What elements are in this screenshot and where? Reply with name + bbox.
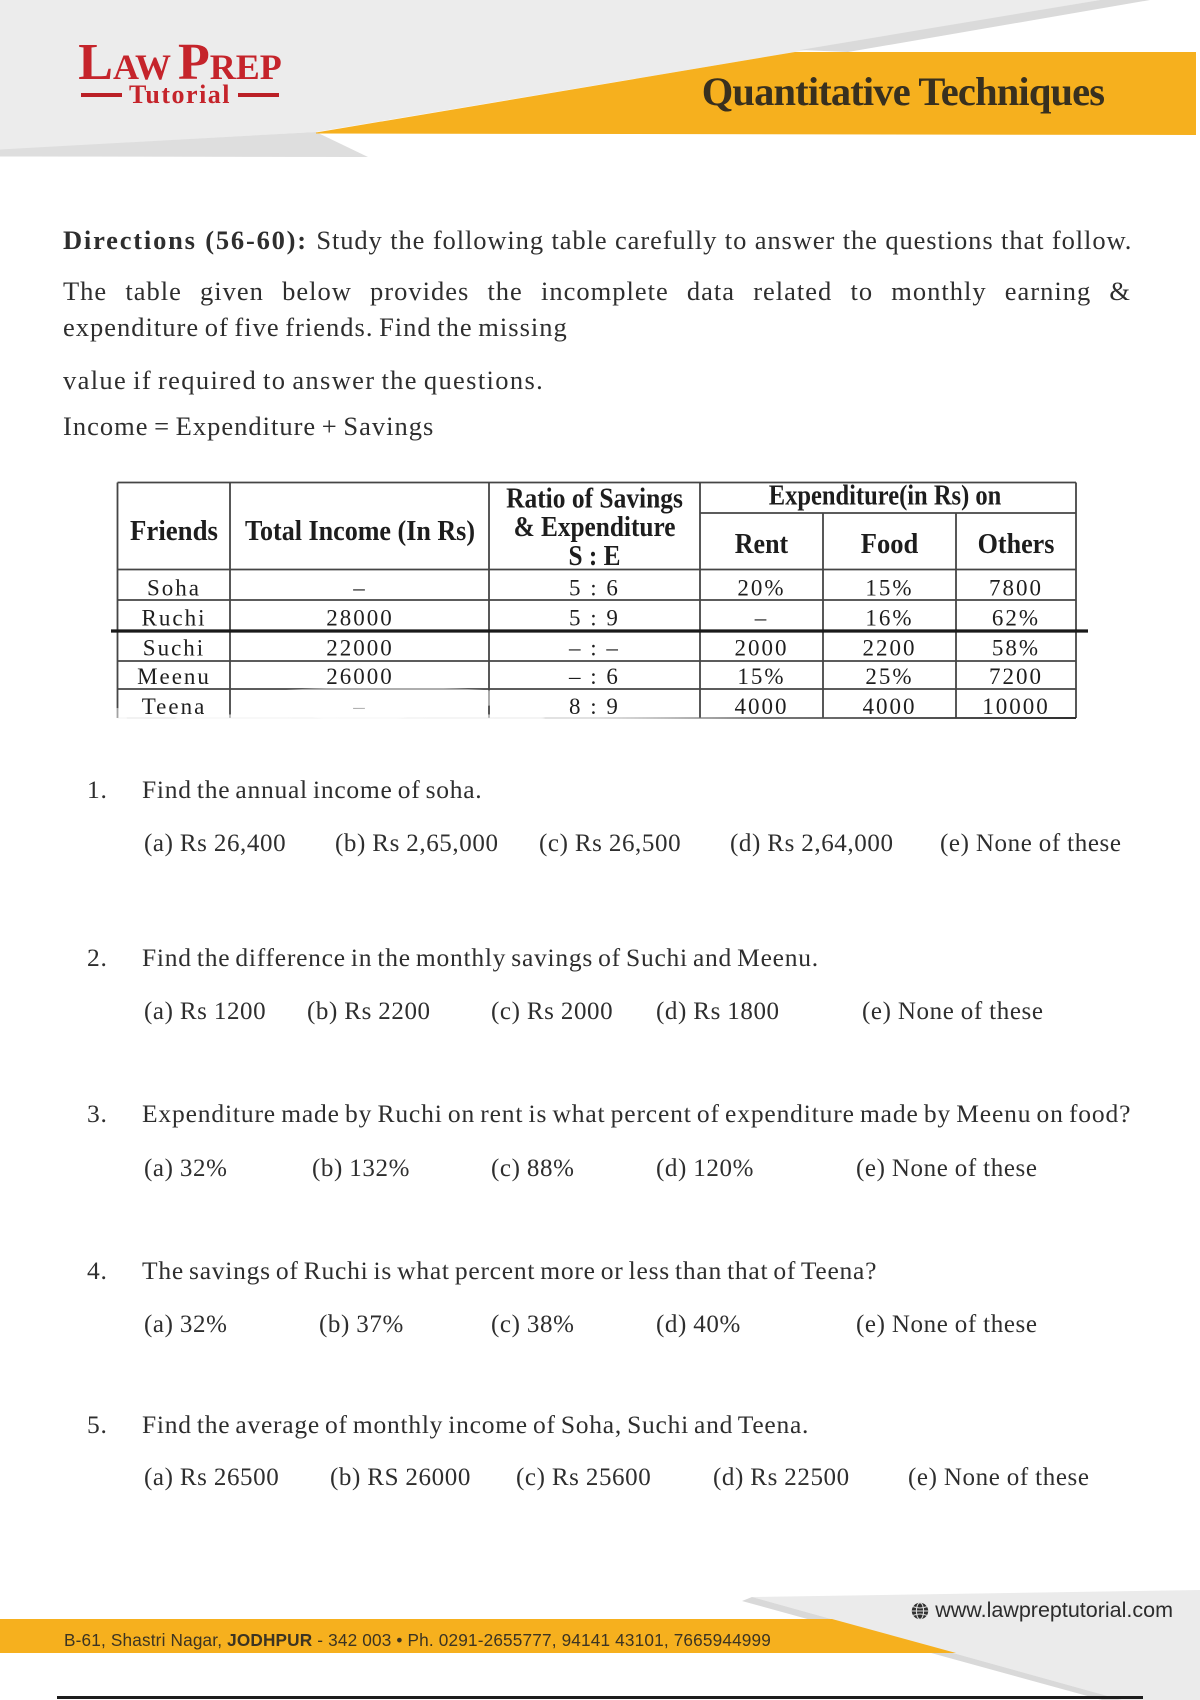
svg-text:Total Income (In Rs): Total Income (In Rs) <box>245 515 475 546</box>
svg-text:–: – <box>754 606 769 631</box>
svg-text:Teena: Teena <box>142 694 207 719</box>
svg-text:& Expenditure: & Expenditure <box>514 511 676 542</box>
svg-text:Expenditure(in Rs) on: Expenditure(in Rs) on <box>769 480 1002 511</box>
svg-text:2000: 2000 <box>735 636 789 661</box>
svg-text:Food: Food <box>861 528 919 559</box>
svg-text:– : 6: – : 6 <box>568 664 620 689</box>
svg-text:4000: 4000 <box>735 694 789 719</box>
svg-text:28000: 28000 <box>326 606 394 631</box>
svg-text:Others: Others <box>978 528 1055 559</box>
svg-text:16%: 16% <box>865 606 913 631</box>
svg-text:26000: 26000 <box>326 664 394 689</box>
svg-text:Ratio of Savings: Ratio of Savings <box>506 482 683 513</box>
svg-text:– : –: – : – <box>568 636 620 661</box>
svg-text:25%: 25% <box>865 664 913 689</box>
svg-text:62%: 62% <box>992 606 1040 631</box>
svg-text:S : E: S : E <box>569 540 621 571</box>
svg-text:Suchi: Suchi <box>143 636 205 661</box>
svg-text:58%: 58% <box>992 636 1040 661</box>
svg-text:Soha: Soha <box>147 576 201 601</box>
svg-text:10000: 10000 <box>982 694 1050 719</box>
svg-text:5 : 9: 5 : 9 <box>569 606 620 631</box>
svg-text:2200: 2200 <box>863 636 917 661</box>
svg-text:5 : 6: 5 : 6 <box>569 576 620 601</box>
svg-text:Rent: Rent <box>735 528 788 559</box>
svg-text:22000: 22000 <box>326 636 394 661</box>
svg-text:7800: 7800 <box>989 576 1043 601</box>
svg-text:15%: 15% <box>737 664 785 689</box>
svg-text:7200: 7200 <box>989 664 1043 689</box>
svg-text:8 : 9: 8 : 9 <box>569 694 620 719</box>
svg-text:15%: 15% <box>865 576 913 601</box>
svg-text:Meenu: Meenu <box>137 664 211 689</box>
svg-text:Friends: Friends <box>130 515 218 546</box>
svg-text:20%: 20% <box>737 576 785 601</box>
svg-text:Ruchi: Ruchi <box>142 606 207 631</box>
svg-text:4000: 4000 <box>863 694 917 719</box>
svg-text:–: – <box>352 576 367 601</box>
